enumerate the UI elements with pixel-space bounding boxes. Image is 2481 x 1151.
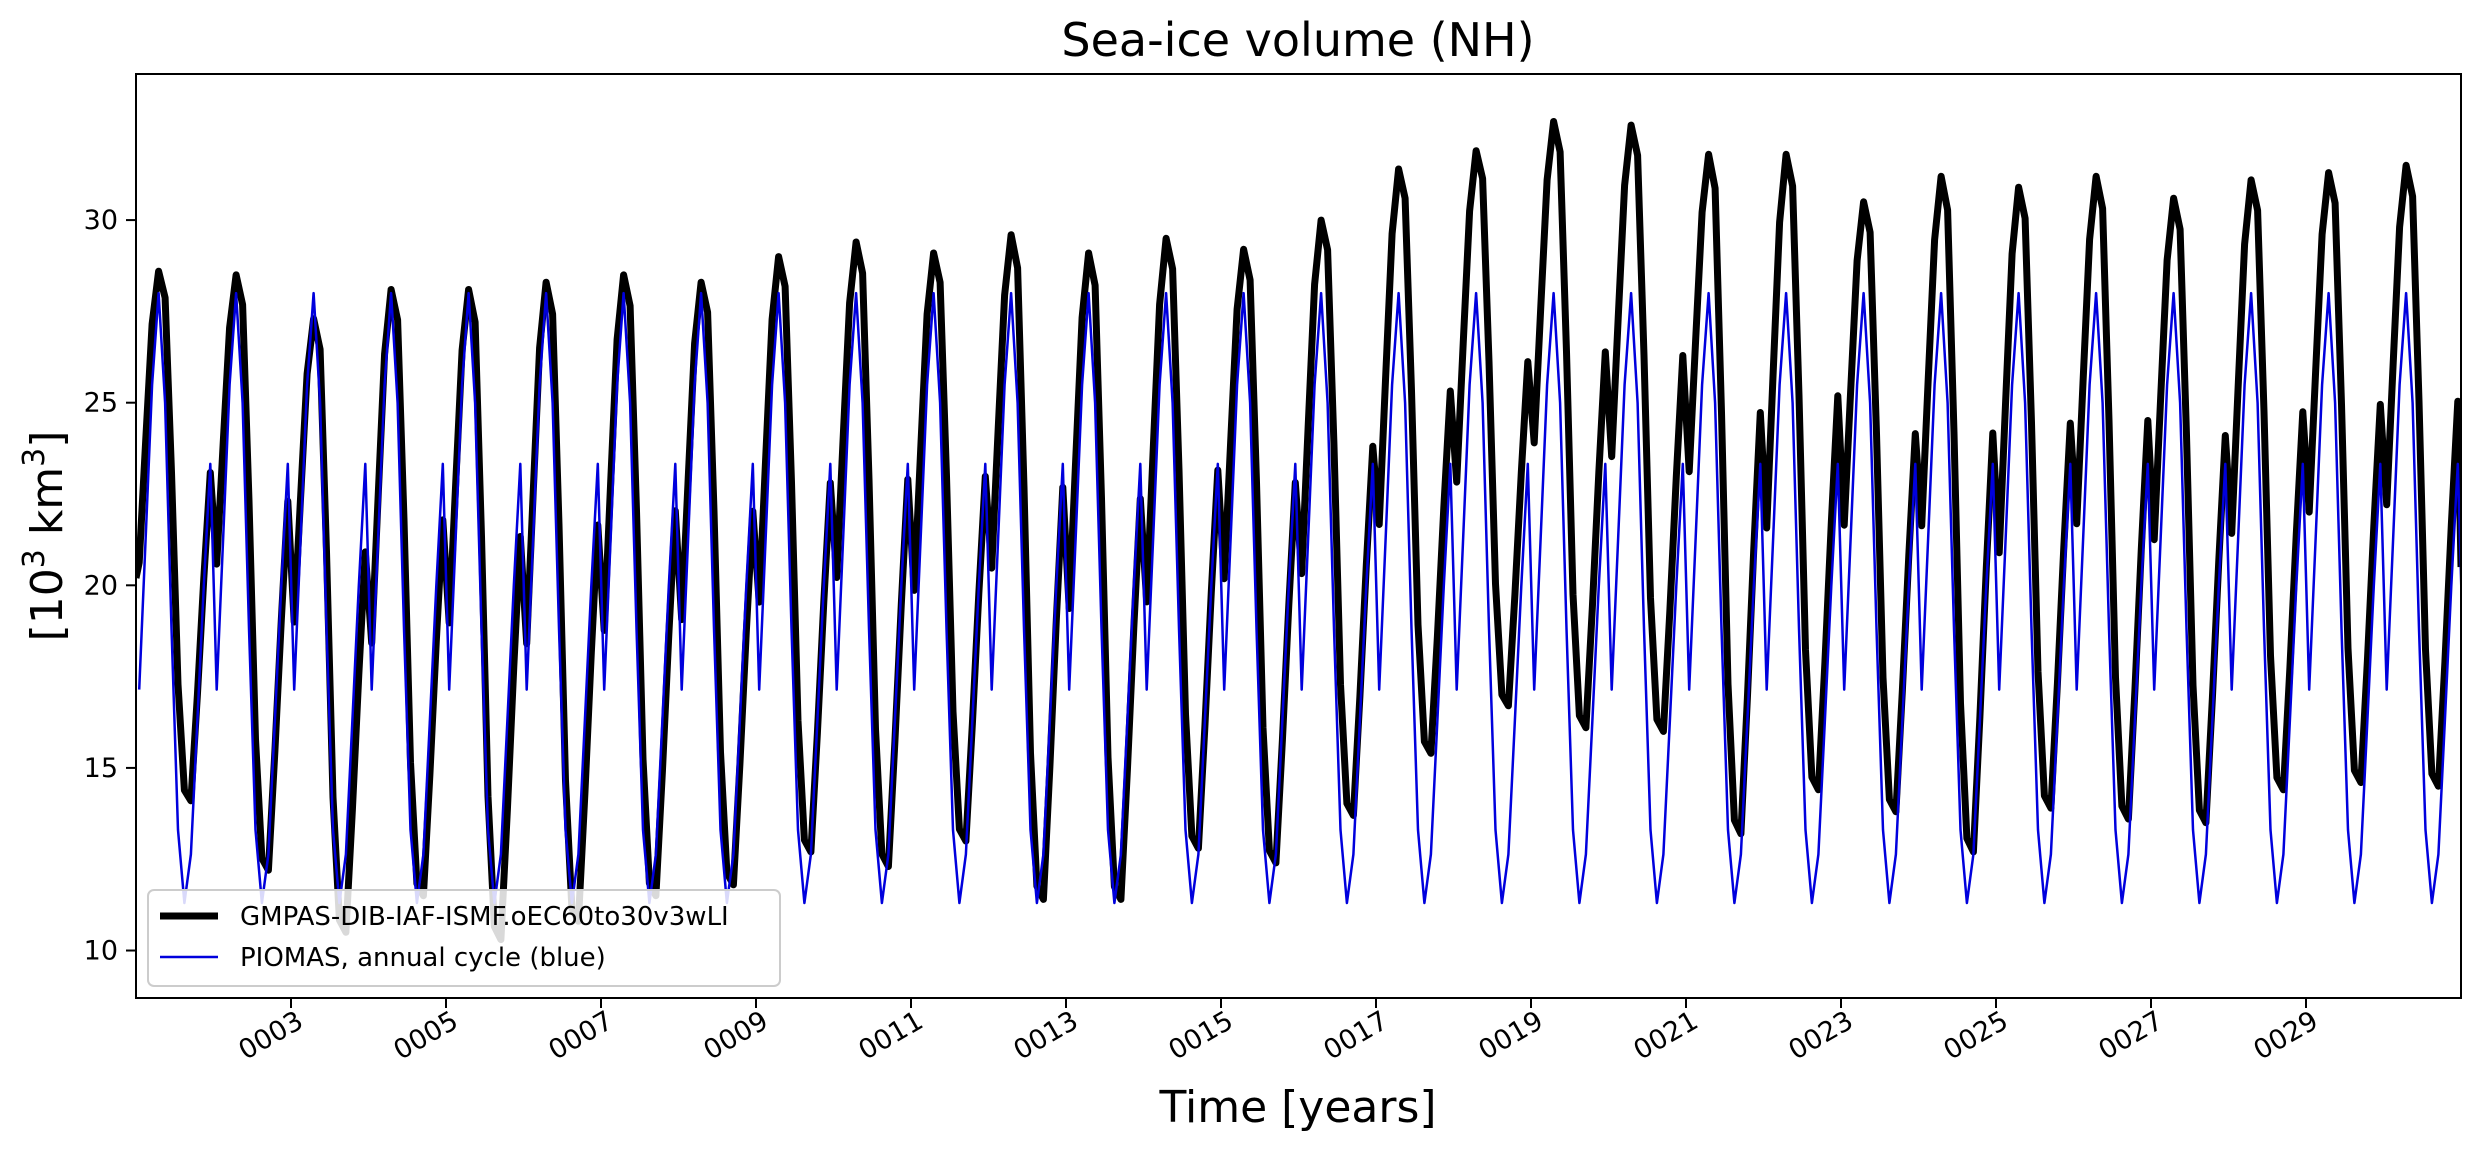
x-tick-label: 0011	[853, 1005, 928, 1066]
x-tick-label: 0015	[1163, 1005, 1238, 1066]
x-tick-label: 0027	[2093, 1005, 2168, 1066]
x-tick-label: 0003	[233, 1005, 308, 1066]
x-tick-label: 0019	[1473, 1005, 1548, 1066]
legend-label-model: GMPAS-DIB-IAF-ISMF.oEC60to30v3wLI	[240, 902, 729, 932]
legend: GMPAS-DIB-IAF-ISMF.oEC60to30v3wLI PIOMAS…	[147, 889, 781, 987]
legend-box	[147, 889, 781, 987]
y-tick-label: 20	[84, 570, 118, 601]
x-tick-label: 0023	[1783, 1005, 1858, 1066]
x-axis: 0003 0005 0007 0009 0011 0013 0015 0017 0019 0021…	[233, 998, 2324, 1066]
x-tick-label: 0005	[388, 1005, 463, 1066]
x-tick-label: 0017	[1318, 1005, 1393, 1066]
x-tick-label: 0025	[1938, 1005, 2013, 1066]
plot-frame	[135, 73, 2462, 999]
y-tick-label: 25	[84, 388, 118, 419]
x-tick-label: 0007	[543, 1005, 618, 1066]
x-tick-label: 0013	[1008, 1005, 1083, 1066]
x-tick-label: 0009	[698, 1005, 773, 1066]
y-tick-label: 15	[84, 753, 118, 784]
series-line-model	[136, 118, 2461, 944]
y-axis: 10 15 20 25 30	[84, 205, 136, 967]
y-tick-label: 30	[84, 205, 118, 236]
y-tick-label: 10	[84, 936, 118, 967]
legend-label-piomas: PIOMAS, annual cycle (blue)	[240, 943, 606, 973]
x-tick-label: 0029	[2248, 1005, 2323, 1066]
x-axis-label: Time [years]	[1158, 1082, 1436, 1133]
chart-title: Sea-ice volume (NH)	[1061, 13, 1534, 67]
y-axis-label: [103 km3]	[17, 431, 73, 642]
series-line-piomas	[137, 291, 2461, 905]
x-tick-label: 0021	[1628, 1005, 1703, 1066]
